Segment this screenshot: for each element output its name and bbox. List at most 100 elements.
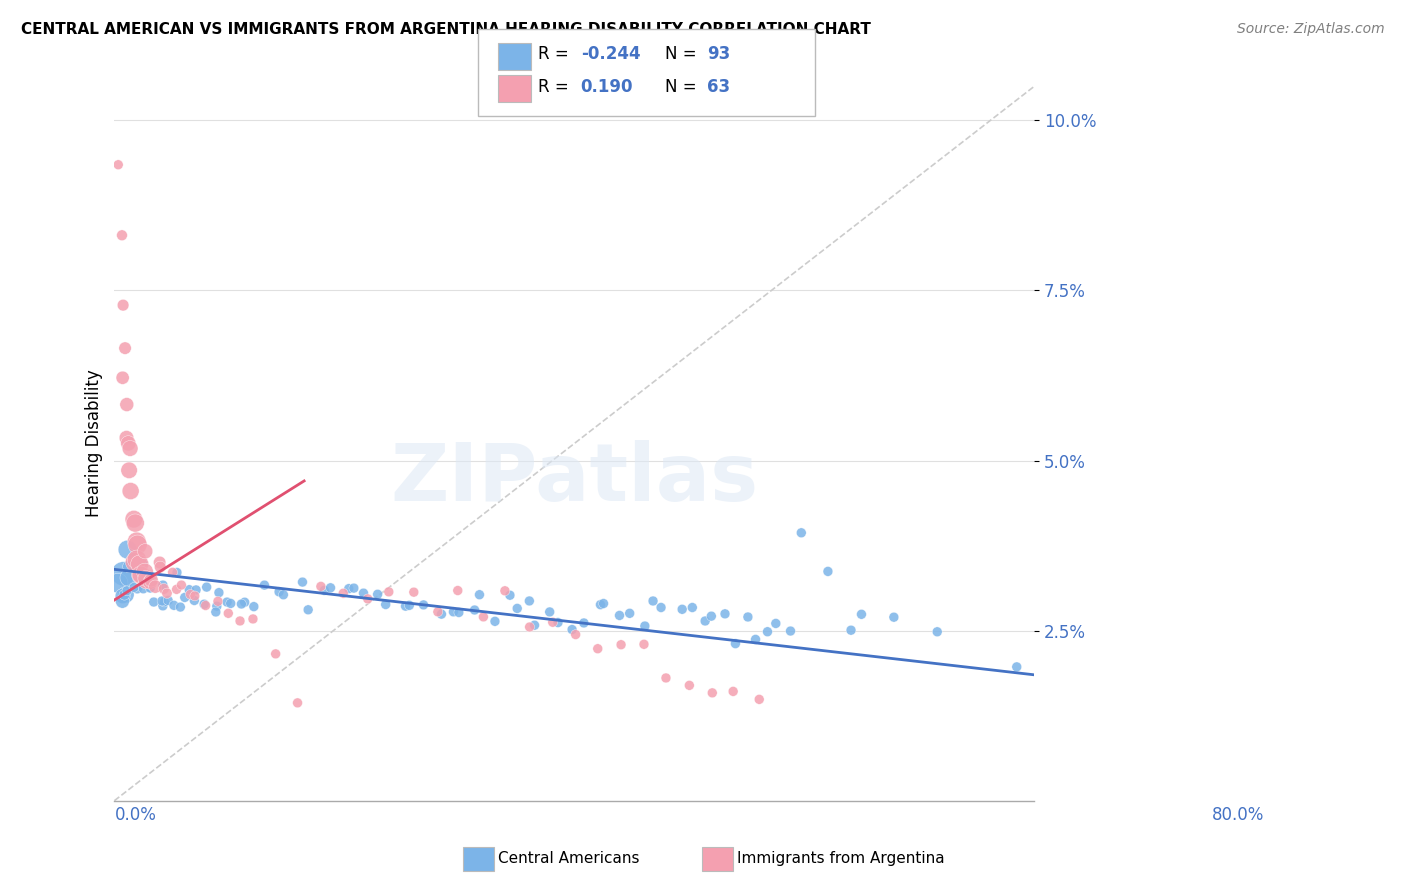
Point [319, 581, 342, 595]
Text: 80.0%: 80.0% [1212, 805, 1264, 823]
Point [217, 607, 239, 621]
Point [153, 595, 176, 609]
Point [122, 581, 145, 595]
Point [128, 557, 150, 571]
Point [678, 678, 700, 692]
Point [671, 602, 693, 616]
Point [756, 624, 779, 639]
Point [139, 581, 162, 595]
Point [179, 582, 201, 597]
Point [207, 594, 229, 608]
Point [430, 607, 453, 622]
Point [217, 595, 239, 609]
Point [748, 692, 770, 706]
Point [118, 463, 141, 477]
Point [115, 583, 138, 598]
Text: Source: ZipAtlas.com: Source: ZipAtlas.com [1237, 22, 1385, 37]
Point [839, 624, 862, 638]
Point [343, 581, 366, 595]
Point [111, 589, 134, 603]
Point [142, 595, 165, 609]
Point [229, 614, 252, 628]
Text: N =: N = [665, 78, 702, 95]
Point [193, 597, 215, 611]
Point [374, 598, 396, 612]
Point [156, 586, 179, 600]
Point [817, 565, 839, 579]
Point [447, 583, 470, 598]
Point [337, 582, 360, 596]
Point [714, 607, 737, 621]
Point [115, 431, 138, 445]
Point [499, 588, 522, 602]
Point [166, 566, 188, 580]
Point [170, 578, 193, 592]
Point [273, 588, 295, 602]
Point [538, 605, 561, 619]
Point [141, 575, 163, 590]
Point [412, 598, 434, 612]
Point [547, 615, 569, 630]
Point [195, 580, 218, 594]
Text: Central Americans: Central Americans [498, 851, 640, 865]
Point [112, 298, 135, 312]
Point [149, 556, 172, 570]
Point [141, 573, 163, 587]
Point [166, 582, 188, 597]
Point [253, 578, 276, 592]
Point [120, 483, 142, 498]
Point [464, 603, 486, 617]
Point [398, 599, 420, 613]
Point [204, 605, 226, 619]
Point [1005, 660, 1028, 674]
Point [163, 599, 186, 613]
Point [117, 542, 139, 557]
Point [655, 671, 678, 685]
Point [765, 616, 787, 631]
Point [610, 638, 633, 652]
Point [115, 588, 138, 602]
Point [494, 583, 516, 598]
Point [790, 525, 813, 540]
Point [297, 603, 319, 617]
Point [394, 599, 416, 614]
Text: 93: 93 [707, 45, 731, 62]
Point [219, 596, 242, 610]
Point [572, 615, 595, 630]
Point [267, 584, 290, 599]
Text: 0.190: 0.190 [581, 78, 633, 95]
Point [367, 587, 389, 601]
Point [111, 370, 134, 384]
Point [634, 619, 657, 633]
Point [353, 586, 375, 600]
Point [120, 442, 142, 456]
Point [149, 560, 172, 574]
Point [111, 594, 134, 608]
Point [523, 618, 546, 632]
Point [472, 610, 495, 624]
Text: Immigrants from Argentina: Immigrants from Argentina [737, 851, 945, 865]
Point [619, 607, 641, 621]
Point [564, 627, 586, 641]
Point [242, 612, 264, 626]
Point [117, 436, 139, 450]
Point [184, 582, 207, 597]
Point [114, 341, 136, 355]
Point [233, 595, 256, 609]
Point [243, 599, 266, 614]
Point [231, 597, 253, 611]
Point [519, 594, 541, 608]
Point [468, 588, 491, 602]
Point [131, 557, 153, 571]
Point [650, 600, 672, 615]
Point [332, 586, 354, 600]
Point [883, 610, 905, 624]
Point [125, 534, 148, 549]
Point [112, 588, 135, 602]
Point [586, 641, 609, 656]
Point [125, 552, 148, 566]
Point [519, 620, 541, 634]
Point [208, 585, 231, 599]
Y-axis label: Hearing Disability: Hearing Disability [86, 369, 103, 517]
Text: 0.0%: 0.0% [114, 805, 156, 823]
